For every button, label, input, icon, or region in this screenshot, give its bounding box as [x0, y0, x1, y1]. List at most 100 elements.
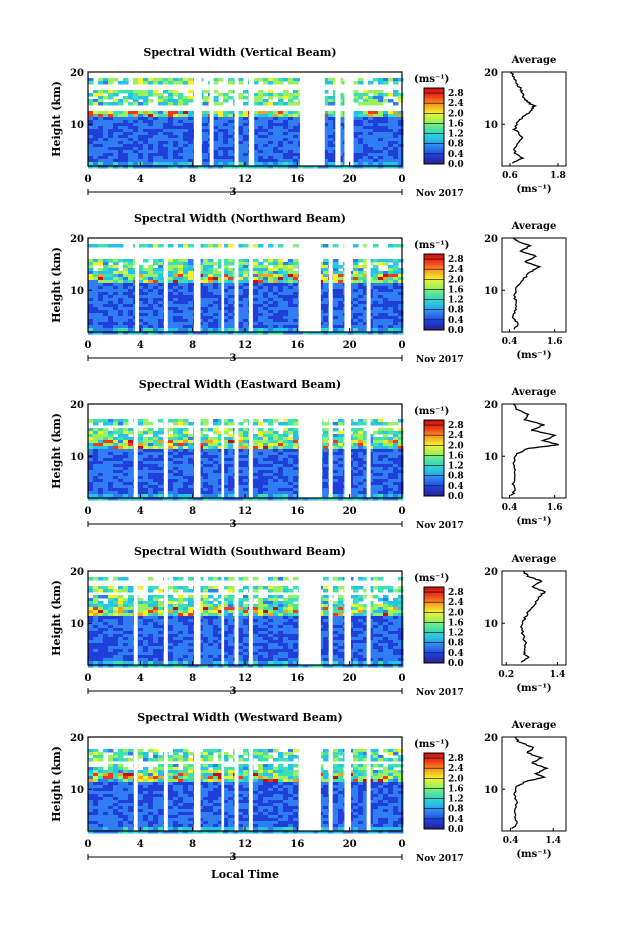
- heatmap-cell: [368, 156, 374, 160]
- heatmap-cell: [263, 126, 269, 130]
- heatmap-cell: [108, 259, 114, 263]
- heatmap-cell: [148, 586, 154, 590]
- heatmap-cell: [258, 289, 264, 293]
- heatmap-cell: [263, 419, 269, 423]
- heatmap-cell: [288, 304, 294, 308]
- heatmap-cell: [108, 494, 114, 498]
- heatmap-cell: [293, 120, 299, 124]
- heatmap-cell: [218, 153, 224, 157]
- average-title: Average: [511, 387, 557, 398]
- heatmap-cell: [148, 132, 154, 136]
- data-gap: [193, 238, 201, 332]
- heatmap-cell: [203, 491, 209, 495]
- heatmap-cell: [218, 262, 224, 266]
- heatmap-cell: [338, 449, 344, 453]
- heatmap-cell: [113, 120, 119, 124]
- heatmap-cell: [143, 150, 149, 154]
- heatmap-cell: [183, 316, 189, 320]
- heatmap-cell: [253, 443, 259, 447]
- heatmap-cell: [98, 589, 104, 593]
- heatmap-cell: [128, 328, 134, 332]
- heatmap-cell: [253, 78, 259, 82]
- heatmap-cell: [153, 93, 159, 97]
- heatmap-cell: [113, 488, 119, 492]
- heatmap-cell: [283, 165, 289, 169]
- heatmap-cell: [263, 150, 269, 154]
- heatmap-cell: [353, 271, 359, 275]
- heatmap-cell: [178, 286, 184, 290]
- heatmap-cell: [98, 446, 104, 450]
- heatmap-cell: [398, 126, 404, 130]
- heatmap-cell: [273, 449, 279, 453]
- heatmap-cell: [168, 476, 174, 480]
- heatmap-cell: [393, 90, 399, 94]
- heatmap-cell: [268, 440, 274, 444]
- heatmap-cell: [188, 422, 194, 426]
- heatmap-cell: [88, 307, 94, 311]
- average-x-tick-label: 0.4: [502, 503, 518, 513]
- heatmap-cell: [118, 289, 124, 293]
- heatmap-cell: [263, 123, 269, 127]
- heatmap-cell: [218, 162, 224, 166]
- heatmap-cell: [273, 452, 279, 456]
- heatmap-cell: [98, 298, 104, 302]
- heatmap-cell: [253, 319, 259, 323]
- heatmap-cell: [273, 577, 279, 581]
- heatmap-cell: [258, 99, 264, 103]
- heatmap-cell: [178, 93, 184, 97]
- heatmap-cell: [153, 437, 159, 441]
- heatmap-cell: [318, 331, 324, 335]
- heatmap-cell: [133, 120, 139, 124]
- heatmap-cell: [353, 144, 359, 148]
- heatmap-cell: [168, 497, 174, 501]
- heatmap-cell: [143, 295, 149, 299]
- heatmap-cell: [373, 304, 379, 308]
- heatmap-cell: [128, 476, 134, 480]
- colorbar-tick-label: 2.4: [448, 99, 464, 109]
- heatmap-cell: [253, 244, 259, 248]
- x-tick-label: 0: [399, 174, 406, 185]
- heatmap-cell: [103, 141, 109, 145]
- heatmap-cell: [348, 331, 354, 335]
- heatmap-cell: [238, 165, 244, 169]
- heatmap-cell: [198, 313, 204, 317]
- heatmap-cell: [258, 316, 264, 320]
- heatmap-cell: [228, 96, 234, 100]
- heatmap-cell: [88, 265, 94, 269]
- heatmap-cell: [168, 114, 174, 118]
- heatmap-cell: [203, 494, 209, 498]
- heatmap-cell: [93, 482, 99, 486]
- heatmap-cell: [93, 325, 99, 329]
- heatmap-cell: [293, 577, 299, 581]
- heatmap-cell: [128, 298, 134, 302]
- heatmap-cell: [373, 449, 379, 453]
- heatmap-cell: [323, 461, 329, 465]
- heatmap-cell: [173, 90, 179, 94]
- heatmap-cell: [173, 476, 179, 480]
- heatmap-cell: [268, 111, 274, 115]
- heatmap-cell: [213, 286, 219, 290]
- heatmap-cell: [283, 102, 289, 106]
- heatmap-cell: [93, 497, 99, 501]
- heatmap-cell: [368, 488, 374, 492]
- heatmap-cell: [143, 479, 149, 483]
- heatmap-cell: [128, 473, 134, 477]
- heatmap-cell: [143, 298, 149, 302]
- heatmap-cell: [183, 491, 189, 495]
- heatmap-cell: [148, 147, 154, 151]
- heatmap-cell: [283, 310, 289, 314]
- heatmap-cell: [173, 301, 179, 305]
- heatmap-cell: [333, 467, 339, 471]
- heatmap-cell: [143, 244, 149, 248]
- heatmap-cell: [93, 473, 99, 477]
- heatmap-cell: [273, 123, 279, 127]
- heatmap-cell: [368, 485, 374, 489]
- heatmap-cell: [378, 476, 384, 480]
- heatmap-cell: [108, 301, 114, 305]
- heatmap-cell: [398, 268, 404, 272]
- heatmap-cell: [88, 467, 94, 471]
- heatmap-cell: [258, 485, 264, 489]
- heatmap-cell: [213, 577, 219, 581]
- heatmap-cell: [353, 328, 359, 332]
- heatmap-cell: [333, 268, 339, 272]
